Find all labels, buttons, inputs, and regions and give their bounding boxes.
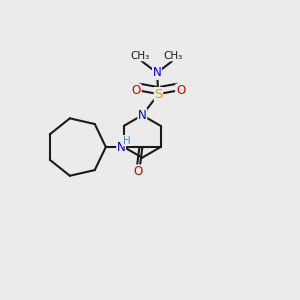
Text: O: O: [134, 165, 143, 178]
Text: O: O: [132, 84, 141, 97]
Text: CH₃: CH₃: [131, 51, 150, 61]
Text: N: N: [138, 109, 147, 122]
Text: S: S: [154, 88, 163, 100]
Text: N: N: [117, 141, 125, 154]
Text: O: O: [176, 84, 185, 97]
Text: CH₃: CH₃: [164, 51, 183, 61]
Text: H: H: [123, 136, 130, 146]
Text: N: N: [153, 66, 161, 80]
